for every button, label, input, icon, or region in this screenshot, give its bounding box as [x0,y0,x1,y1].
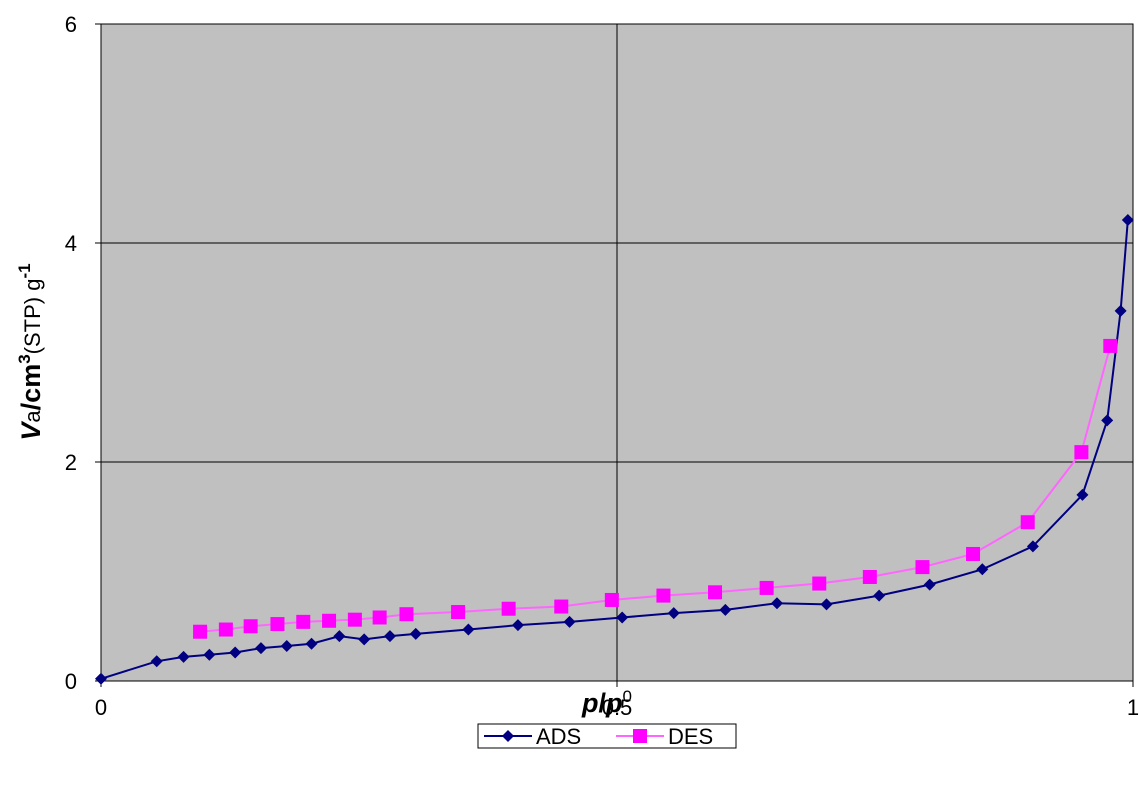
marker [95,672,107,685]
legend-marker [502,730,514,742]
y-label-part: 3 [15,354,34,363]
x-tick-label: 1 [1127,695,1139,720]
y-tick-label: 4 [65,231,77,256]
marker [409,627,422,640]
marker [462,623,475,636]
marker [1074,445,1089,460]
marker [243,619,258,634]
y-tick-label: 2 [65,450,77,475]
marker [305,637,318,650]
marker [322,613,337,628]
marker [820,598,833,611]
marker [254,642,267,655]
marker [667,607,680,620]
legend-label: DES [668,724,713,749]
marker [358,633,371,646]
marker [1121,214,1134,227]
y-axis-label: Va/cm3(STP) g-1 [15,263,46,440]
marker [554,599,569,614]
marker [873,589,886,602]
marker [915,560,930,575]
marker [1103,338,1118,353]
legend-marker [633,729,647,743]
marker [1026,540,1039,553]
marker [1020,515,1035,530]
marker [1076,488,1089,501]
x-tick-label: 0.5 [602,695,633,720]
marker [511,619,524,632]
marker [1114,304,1127,317]
marker [399,607,414,622]
marker [229,646,242,659]
x-label-part: / [599,688,607,718]
marker [372,610,387,625]
marker [708,585,723,600]
marker [177,650,190,663]
y-label-part: (STP) g [20,279,45,355]
marker [501,601,516,616]
y-tick-label: 6 [65,12,77,37]
marker [383,630,396,643]
marker [812,576,827,591]
marker [759,580,774,595]
marker [563,615,576,628]
legend-label: ADS [536,724,581,749]
marker [280,639,293,652]
marker [270,617,285,632]
marker [976,563,989,576]
x-axis-label: p/p0 [581,687,632,718]
marker [604,592,619,607]
marker [333,630,346,643]
marker [862,569,877,584]
marker [296,614,311,629]
x-tick-label: 0 [95,695,107,720]
marker [347,612,362,627]
y-label-part: a [20,410,45,423]
marker [193,624,208,639]
series-line [100,219,1129,680]
marker [719,603,732,616]
marker [451,605,466,620]
marker [656,588,671,603]
marker [218,622,233,637]
y-label-part: V [16,421,46,441]
marker [150,655,163,668]
marker [770,597,783,610]
marker [1101,414,1114,427]
x-label-part: p [605,688,623,718]
marker [616,611,629,624]
marker [203,648,216,661]
x-label-part: p [581,688,599,718]
y-tick-label: 0 [65,669,77,694]
x-label-part: 0 [623,687,632,706]
y-label-part: /cm [16,364,46,411]
marker [923,578,936,591]
y-label-part: -1 [15,263,34,278]
marker [966,546,981,561]
